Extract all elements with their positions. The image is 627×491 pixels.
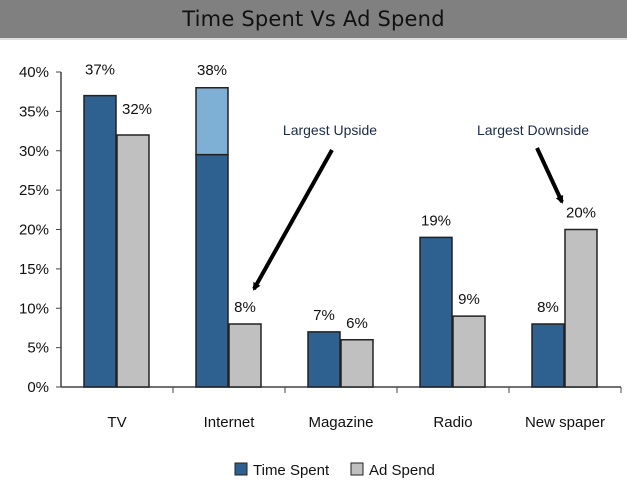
annotation-largest-downside: Largest Downside bbox=[477, 122, 589, 138]
y-tick-label: 10% bbox=[19, 300, 49, 317]
bar-time-spent bbox=[419, 236, 453, 388]
bar-ad-spend bbox=[340, 339, 374, 388]
bar-ad-spend bbox=[116, 134, 150, 388]
x-tick-label: TV bbox=[107, 414, 126, 431]
data-label: 38% bbox=[197, 62, 227, 79]
data-label: 32% bbox=[122, 101, 152, 118]
y-tick-label: 20% bbox=[19, 222, 49, 239]
y-tick-label: 15% bbox=[19, 261, 49, 278]
y-tick-label: 35% bbox=[19, 103, 49, 120]
x-tick-label: Magazine bbox=[308, 414, 373, 431]
bar-time-spent bbox=[531, 323, 565, 388]
title-bar: Time Spent Vs Ad Spend bbox=[0, 0, 627, 40]
legend-label-time-spent: Time Spent bbox=[253, 462, 330, 479]
legend-label-ad-spend: Ad Spend bbox=[369, 462, 435, 479]
data-label: 8% bbox=[537, 299, 559, 316]
data-label: 37% bbox=[85, 62, 115, 79]
legend-swatch-ad-spend bbox=[350, 462, 364, 476]
bar-time-spent bbox=[83, 94, 117, 388]
arrow-downside bbox=[535, 147, 564, 204]
x-tick-label: New spaper bbox=[525, 414, 605, 431]
bar-ad-spend bbox=[228, 323, 262, 388]
y-tick-label: 25% bbox=[19, 182, 49, 199]
y-tick-label: 5% bbox=[27, 340, 49, 357]
data-label: 9% bbox=[458, 291, 480, 308]
y-tick-label: 40% bbox=[19, 64, 49, 81]
bar-internet-time-spent bbox=[195, 153, 229, 388]
chart-title: Time Spent Vs Ad Spend bbox=[182, 7, 445, 31]
bar-internet-time-spent-highlight bbox=[195, 87, 229, 156]
bar-ad-spend bbox=[564, 228, 598, 388]
data-label: 8% bbox=[234, 299, 256, 316]
legend-swatch-time-spent bbox=[234, 462, 248, 476]
x-tick-label: Radio bbox=[433, 414, 472, 431]
data-label: 7% bbox=[313, 307, 335, 324]
bar-ad-spend bbox=[452, 315, 486, 388]
data-label: 6% bbox=[346, 315, 368, 332]
x-tick-label: Internet bbox=[204, 414, 256, 431]
y-tick-label: 0% bbox=[27, 379, 49, 396]
annotation-largest-upside: Largest Upside bbox=[283, 122, 377, 138]
data-label: 20% bbox=[566, 205, 596, 222]
bar-time-spent bbox=[307, 331, 341, 388]
arrow-upside bbox=[252, 149, 334, 291]
y-tick-label: 30% bbox=[19, 143, 49, 160]
data-label: 19% bbox=[421, 212, 451, 229]
